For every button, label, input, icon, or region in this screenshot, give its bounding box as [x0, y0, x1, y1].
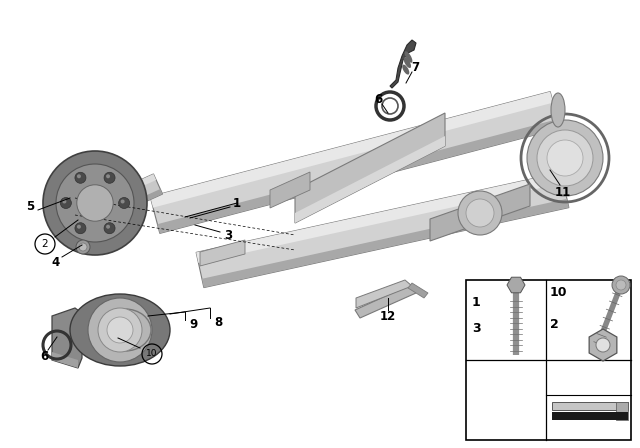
Circle shape [106, 174, 110, 178]
Circle shape [77, 225, 81, 229]
Polygon shape [355, 285, 416, 318]
Polygon shape [390, 40, 416, 88]
Text: 10: 10 [147, 349, 157, 358]
Polygon shape [200, 240, 245, 266]
Circle shape [104, 172, 115, 183]
Circle shape [107, 317, 133, 343]
Polygon shape [100, 174, 156, 204]
Text: 10: 10 [550, 285, 568, 298]
Circle shape [106, 225, 110, 229]
Circle shape [537, 130, 593, 186]
Circle shape [79, 243, 87, 251]
Bar [552, 412, 628, 420]
Circle shape [75, 172, 86, 183]
Circle shape [62, 199, 67, 203]
Circle shape [458, 191, 502, 235]
Polygon shape [157, 119, 560, 233]
Text: 12: 12 [380, 310, 396, 323]
Polygon shape [108, 189, 163, 218]
Circle shape [547, 140, 583, 176]
Circle shape [76, 240, 90, 254]
Text: 6: 6 [374, 92, 382, 105]
Text: 4: 4 [52, 255, 60, 268]
Text: 11: 11 [555, 185, 571, 198]
Text: 7: 7 [411, 60, 419, 73]
Ellipse shape [404, 57, 411, 68]
Ellipse shape [404, 51, 412, 63]
Circle shape [612, 276, 630, 294]
Polygon shape [270, 172, 310, 208]
Circle shape [596, 338, 610, 352]
Text: 9: 9 [189, 318, 197, 331]
Text: 6: 6 [40, 349, 48, 362]
Circle shape [616, 280, 626, 290]
Polygon shape [100, 174, 163, 218]
Circle shape [98, 308, 142, 352]
Polygon shape [408, 283, 428, 298]
Polygon shape [616, 402, 628, 420]
Circle shape [75, 223, 86, 234]
Text: 1: 1 [233, 197, 241, 210]
Polygon shape [552, 402, 628, 410]
Polygon shape [202, 199, 569, 288]
Circle shape [56, 164, 134, 242]
Text: 3: 3 [224, 228, 232, 241]
Text: 1: 1 [472, 296, 481, 309]
Circle shape [118, 198, 130, 208]
Text: 2: 2 [42, 239, 48, 249]
Polygon shape [150, 92, 560, 233]
Circle shape [77, 185, 113, 221]
Bar [466, 280, 631, 440]
Ellipse shape [70, 294, 170, 366]
Polygon shape [430, 184, 530, 241]
Polygon shape [52, 308, 82, 368]
Circle shape [43, 151, 147, 255]
Polygon shape [589, 329, 617, 361]
Ellipse shape [551, 93, 565, 127]
Circle shape [527, 120, 603, 196]
Polygon shape [196, 172, 569, 288]
Polygon shape [196, 172, 563, 263]
Circle shape [77, 174, 81, 178]
Circle shape [120, 199, 125, 203]
Polygon shape [52, 352, 78, 368]
Polygon shape [356, 280, 412, 308]
Circle shape [88, 298, 152, 362]
Polygon shape [150, 92, 553, 208]
Polygon shape [295, 136, 445, 223]
Text: 5: 5 [26, 199, 34, 212]
Circle shape [60, 198, 72, 208]
Ellipse shape [403, 65, 410, 75]
Text: 2: 2 [550, 319, 559, 332]
Text: 8: 8 [214, 315, 222, 328]
Polygon shape [507, 277, 525, 293]
Polygon shape [295, 113, 445, 223]
Text: 3: 3 [472, 322, 481, 335]
Circle shape [104, 223, 115, 234]
Circle shape [466, 199, 494, 227]
